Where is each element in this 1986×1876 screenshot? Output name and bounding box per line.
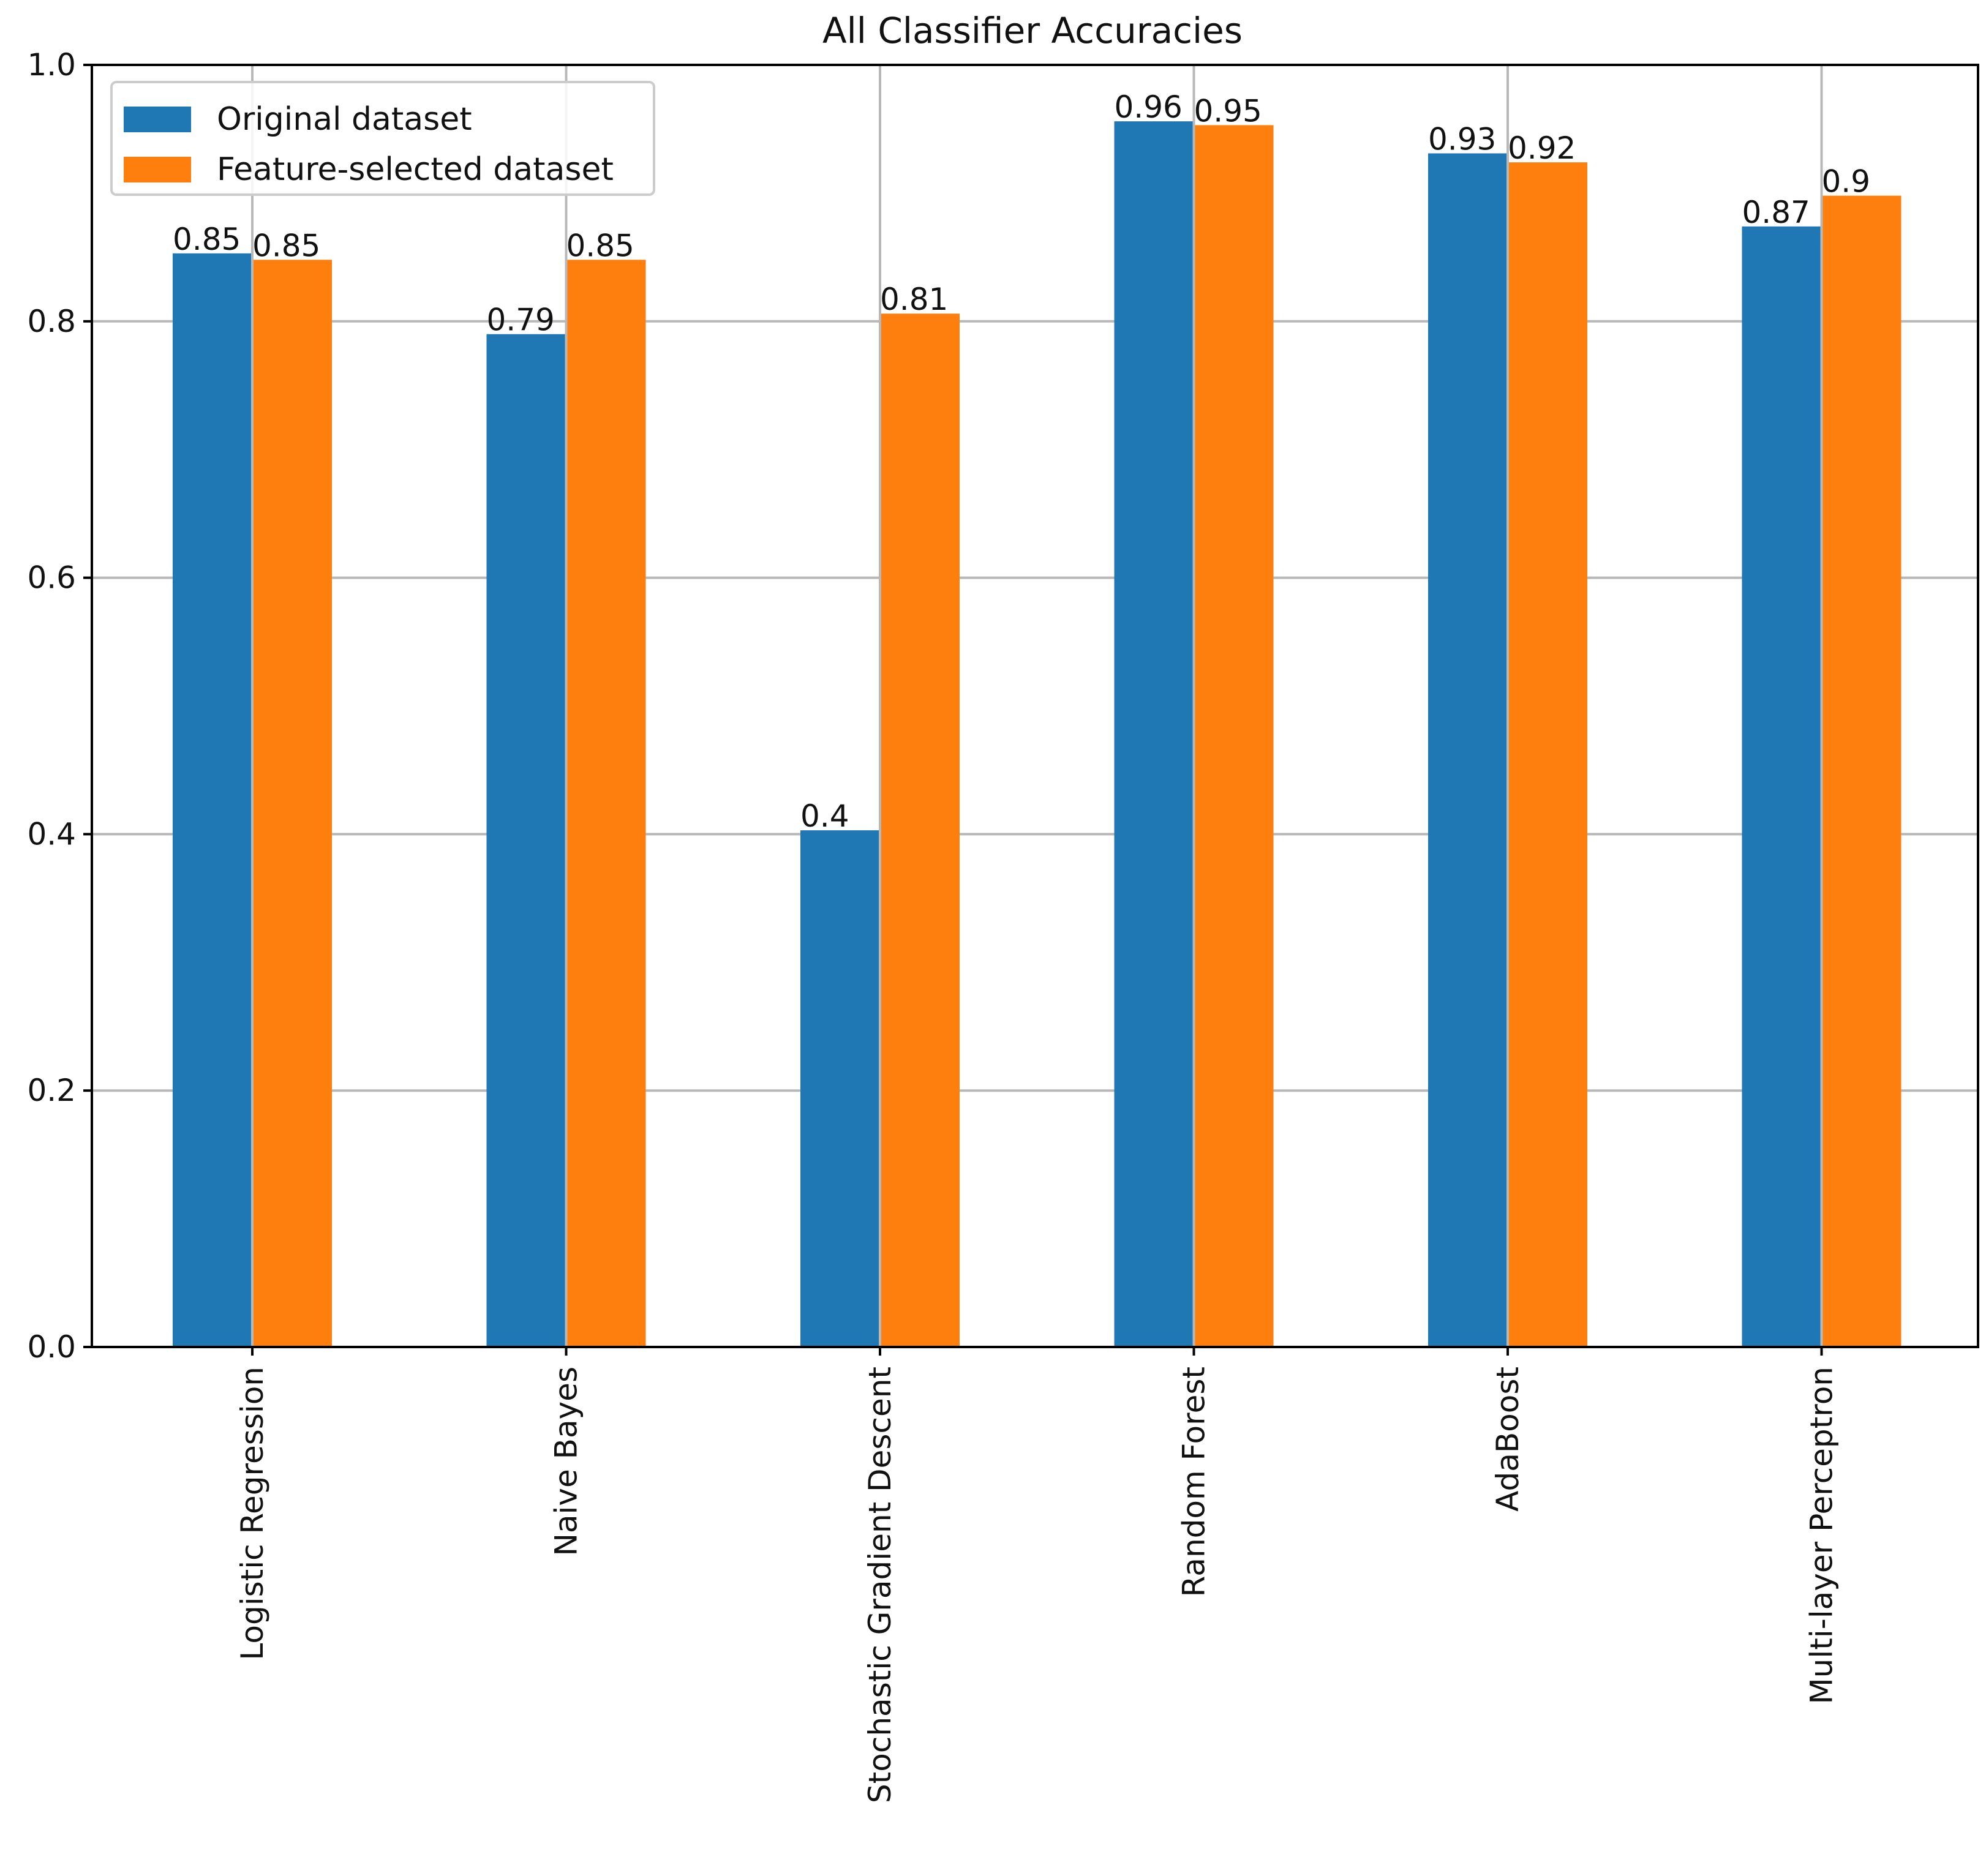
data-label: 0.85 [566,228,634,263]
data-label: 0.95 [1194,93,1262,129]
bar-original [486,334,566,1347]
x-tick-label: Stochastic Gradient Descent [862,1367,898,1803]
bar-original [1428,153,1508,1348]
data-label: 0.85 [252,228,320,263]
data-label: 0.4 [800,798,849,834]
data-label: 0.87 [1742,195,1810,230]
bar-feature-selected [1508,162,1587,1347]
data-label: 0.81 [880,282,948,317]
data-label: 0.9 [1822,164,1871,200]
y-tick-label: 0.0 [27,1329,76,1365]
y-axis-ticks: 0.0 0.2 0.4 0.6 0.8 1.0 [27,47,92,1365]
data-label: 0.96 [1115,89,1183,125]
bar-feature-selected [566,260,646,1348]
legend: Original dataset Feature-selected dataset [110,81,655,196]
bar-original [1114,121,1194,1348]
legend-box [110,81,655,196]
y-tick-label: 0.2 [27,1073,76,1108]
data-label: 0.85 [173,222,241,257]
y-tick-label: 0.4 [27,816,76,852]
bar-original [173,253,252,1347]
legend-label: Original dataset [217,101,472,138]
bar-feature-selected [880,313,960,1347]
x-tick-label: Naive Bayes [549,1367,584,1556]
bar-feature-selected [252,260,332,1348]
y-tick-label: 0.8 [27,304,76,339]
x-tick-label: Multi-layer Perceptron [1804,1367,1840,1705]
bar-original [800,830,880,1347]
x-tick-label: AdaBoost [1490,1367,1525,1512]
data-labels-layer: 0.85 0.79 0.4 0.96 0.93 0.87 0.85 0.85 0.81 0.95 0… [173,89,1870,834]
plot-frame [91,64,1979,1348]
chart-title: All Classifier Accuracies [822,10,1243,51]
y-tick-label: 1.0 [27,47,76,83]
data-label: 0.79 [487,302,555,338]
y-tick-label: 0.6 [27,560,76,596]
bar-feature-selected [1821,195,1901,1347]
x-axis-ticks: Logistic Regression Naive Bayes Stochastic… [235,1347,1840,1803]
bar-original [1742,226,1822,1347]
data-label: 0.92 [1508,130,1576,166]
legend-swatch [124,107,191,132]
x-tick-label: Random Forest [1176,1367,1212,1597]
x-tick-label: Logistic Regression [235,1367,270,1660]
legend-label: Feature-selected dataset [217,151,614,188]
legend-swatch [124,157,191,182]
data-label: 0.93 [1428,121,1496,157]
bar-feature-selected [1194,125,1274,1348]
bars-layer [173,65,1901,1348]
